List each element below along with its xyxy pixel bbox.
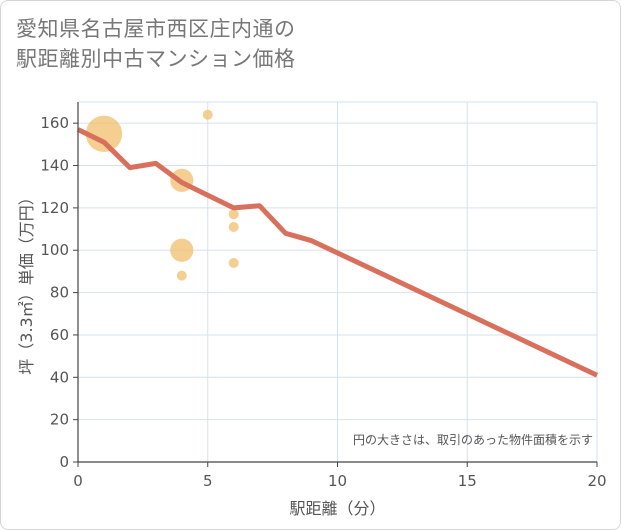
y-tick-label: 40 bbox=[50, 368, 69, 386]
bubble-series bbox=[85, 109, 239, 281]
bubble-point bbox=[228, 257, 239, 268]
y-axis-label: 坪（3.3㎡）単価（万円） bbox=[17, 189, 36, 374]
y-tick-label: 60 bbox=[50, 326, 69, 344]
x-tick-label: 10 bbox=[328, 472, 347, 490]
x-tick-label: 0 bbox=[73, 472, 83, 490]
chart-title-line1: 愛知県名古屋市西区庄内通の bbox=[16, 17, 296, 41]
trend-series bbox=[76, 127, 599, 378]
y-tick-label: 100 bbox=[40, 241, 69, 259]
y-tick-label: 160 bbox=[40, 114, 69, 132]
size-annotation: 円の大きさは、取引のあった物件面積を示す bbox=[353, 432, 593, 447]
grid bbox=[78, 101, 598, 462]
x-tick-label: 20 bbox=[587, 472, 606, 490]
y-tick-label: 140 bbox=[40, 157, 69, 175]
y-tick-label: 0 bbox=[59, 453, 69, 471]
axes: 0 20 40 60 80 100 120 140 160 0 5 10 15 20 bbox=[40, 102, 607, 490]
bubble-point bbox=[228, 221, 239, 232]
bubble-point bbox=[176, 270, 187, 281]
y-tick-label: 80 bbox=[50, 284, 69, 302]
chart-title-line2: 駅距離別中古マンション価格 bbox=[16, 47, 296, 71]
x-tick-label: 15 bbox=[458, 472, 477, 490]
bubble-point bbox=[202, 109, 213, 120]
y-tick-label: 20 bbox=[50, 411, 69, 429]
bubble-point bbox=[228, 209, 239, 220]
y-tick-label: 120 bbox=[40, 199, 69, 217]
chart-title: 愛知県名古屋市西区庄内通の 駅距離別中古マンション価格 bbox=[16, 14, 296, 74]
x-axis-label: 駅距離（分） bbox=[289, 499, 385, 518]
bubble-point bbox=[170, 238, 194, 262]
bubble-point bbox=[85, 115, 123, 152]
x-tick-label: 5 bbox=[203, 472, 213, 490]
trend-line bbox=[76, 127, 599, 378]
